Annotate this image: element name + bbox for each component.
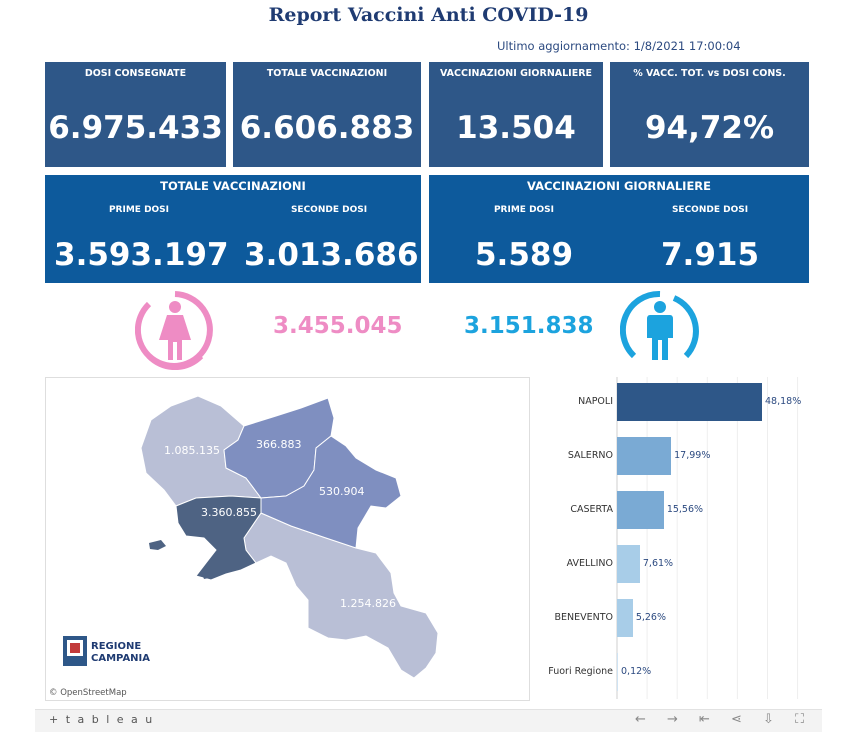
first-dose-value: 5.589 [474,237,574,273]
kpi-label: DOSI CONSEGNATE [84,68,187,79]
second-dose-value: 3.013.686 [244,237,419,273]
map-attribution[interactable]: © OpenStreetMap [49,688,127,698]
bar-category-label: SALERNO [567,450,613,461]
bar-value-label: 48,18% [765,396,802,407]
tableau-toolbar: + t a b l e a u ← → ⇤ ⋖ ⇩ ⛶ [35,709,822,732]
kpi-value: 6.975.433 [48,110,223,146]
page-title: Report Vaccini Anti COVID-19 [268,4,589,26]
province-napoli [175,495,262,581]
logo-line2: CAMPANIA [91,653,150,664]
bar-value-label: 0,12% [621,666,652,677]
female-count: 3.455.045 [273,313,403,339]
logo-line1: REGIONE [91,641,141,652]
bar-grid [616,377,799,699]
kpi-label: TOTALE VACCINAZIONI [266,68,388,79]
province-avellino [260,435,402,549]
male-count: 3.151.838 [464,313,594,339]
bar-category-label: BENEVENTO [554,612,613,623]
last-update-text: Ultimo aggiornamento: 1/8/2021 17:00:04 [497,39,741,53]
first-dose-value: 3.593.197 [54,237,229,273]
kpi-totale-vaccinazioni[interactable]: TOTALE VACCINAZIONI 6.606.883 [233,62,421,167]
map-canvas[interactable]: 1.085.135 366.883 530.904 3.360.855 1.25… [46,378,529,700]
label-napoli: 3.360.855 [201,506,257,519]
kpi-percent-vacc[interactable]: % VACC. TOT. vs DOSI CONS. 94,72% [610,62,809,167]
bar[interactable] [617,437,672,475]
island-ischia [149,540,166,550]
panel-title: VACCINAZIONI GIORNALIERE [526,179,712,193]
regione-campania-logo: REGIONE CAMPANIA [63,636,150,666]
first-dose-label: PRIME DOSI [108,205,170,215]
second-dose-value: 7.915 [660,237,760,273]
bar-value-label: 17,99% [674,450,711,461]
download-icon[interactable]: ⇩ [763,712,774,727]
undo-icon[interactable]: ← [635,712,646,727]
label-caserta: 1.085.135 [164,444,220,457]
kpi-label: VACCINAZIONI GIORNALIERE [439,68,593,79]
revert-icon[interactable]: ⇤ [699,712,710,727]
kpi-dosi-consegnate[interactable]: DOSI CONSEGNATE 6.975.433 [45,62,226,167]
label-benevento: 366.883 [256,438,302,451]
second-dose-label: SECONDE DOSI [290,205,368,215]
female-icon [135,291,213,370]
second-dose-label: SECONDE DOSI [671,205,749,215]
fullscreen-icon[interactable]: ⛶ [795,712,805,727]
label-avellino: 530.904 [319,485,365,498]
bar[interactable] [617,545,640,583]
province-bar-chart[interactable]: NAPOLI 48,18% SALERNO 17,99% CASERTA 15,56% AV… [540,377,840,699]
panel-title: TOTALE VACCINAZIONI [160,179,306,193]
bar[interactable] [617,599,633,637]
tableau-logo[interactable]: + t a b l e a u [49,713,155,726]
bar-category-label: Fuori Regione [548,666,613,677]
bar[interactable] [617,653,618,691]
kpi-value: 94,72% [644,110,775,146]
province-salerno [243,512,439,679]
bar[interactable] [617,383,762,421]
bar-value-label: 5,26% [635,612,667,623]
bar-category-label: AVELLINO [566,558,613,569]
daily-vaccinations-panel[interactable]: VACCINAZIONI GIORNALIERE PRIME DOSI SECO… [429,175,809,283]
kpi-value: 6.606.883 [239,110,415,146]
bar-value-label: 15,56% [666,504,704,515]
total-vaccinations-panel[interactable]: TOTALE VACCINAZIONI PRIME DOSI SECONDE D… [45,175,421,283]
male-icon [620,290,699,360]
kpi-vaccinazioni-giornaliere[interactable]: VACCINAZIONI GIORNALIERE 13.504 [429,62,603,167]
campania-map[interactable]: 1.085.135 366.883 530.904 3.360.855 1.25… [45,377,530,701]
share-icon[interactable]: ⋖ [731,712,742,727]
bar-value-label: 7,61% [642,558,674,569]
first-dose-label: PRIME DOSI [493,205,555,215]
label-salerno: 1.254.826 [340,597,396,610]
bar[interactable] [617,491,664,529]
redo-icon[interactable]: → [667,712,678,727]
bar-category-label: CASERTA [570,504,613,515]
island-capri [202,572,214,579]
kpi-value: 13.504 [456,110,576,146]
bar-category-label: NAPOLI [578,396,613,407]
kpi-label: % VACC. TOT. vs DOSI CONS. [633,68,786,79]
